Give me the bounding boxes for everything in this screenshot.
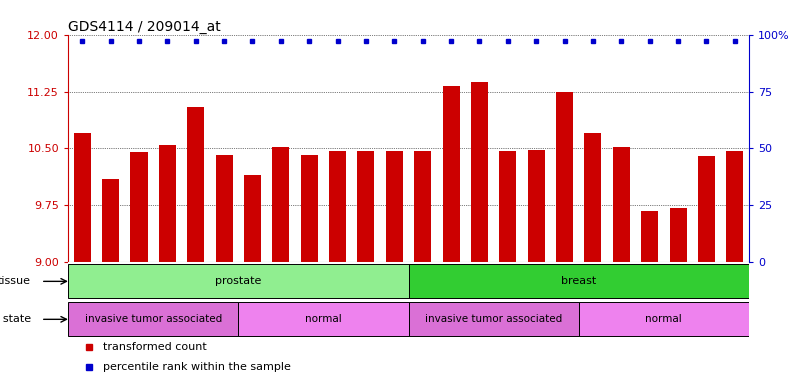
- Bar: [357, 151, 374, 262]
- Bar: [727, 151, 743, 262]
- Bar: [215, 154, 232, 262]
- Bar: [74, 133, 91, 262]
- Bar: [300, 154, 318, 262]
- Text: transformed count: transformed count: [103, 342, 207, 352]
- Text: tissue: tissue: [0, 276, 30, 286]
- Bar: [159, 145, 176, 262]
- Text: prostate: prostate: [215, 276, 261, 286]
- Bar: [556, 91, 573, 262]
- Bar: [103, 179, 119, 262]
- Bar: [414, 151, 431, 262]
- Bar: [409, 264, 749, 298]
- Text: normal: normal: [305, 314, 342, 324]
- Text: invasive tumor associated: invasive tumor associated: [425, 314, 562, 324]
- Bar: [386, 151, 403, 262]
- Bar: [68, 264, 409, 298]
- Text: disease state: disease state: [0, 314, 30, 324]
- Text: normal: normal: [646, 314, 682, 324]
- Bar: [613, 147, 630, 262]
- Bar: [499, 151, 517, 262]
- Bar: [131, 152, 147, 262]
- Text: GDS4114 / 209014_at: GDS4114 / 209014_at: [68, 20, 221, 33]
- Bar: [442, 86, 460, 262]
- Bar: [585, 133, 602, 262]
- Bar: [329, 151, 346, 262]
- Bar: [578, 302, 749, 336]
- Text: invasive tumor associated: invasive tumor associated: [85, 314, 222, 324]
- Bar: [187, 107, 204, 262]
- Bar: [272, 147, 289, 262]
- Bar: [244, 175, 261, 262]
- Bar: [471, 82, 488, 262]
- Text: percentile rank within the sample: percentile rank within the sample: [103, 362, 292, 372]
- Bar: [239, 302, 409, 336]
- Bar: [409, 302, 578, 336]
- Bar: [670, 208, 686, 262]
- Bar: [698, 156, 714, 262]
- Text: breast: breast: [561, 276, 597, 286]
- Bar: [641, 211, 658, 262]
- Bar: [68, 302, 239, 336]
- Bar: [528, 150, 545, 262]
